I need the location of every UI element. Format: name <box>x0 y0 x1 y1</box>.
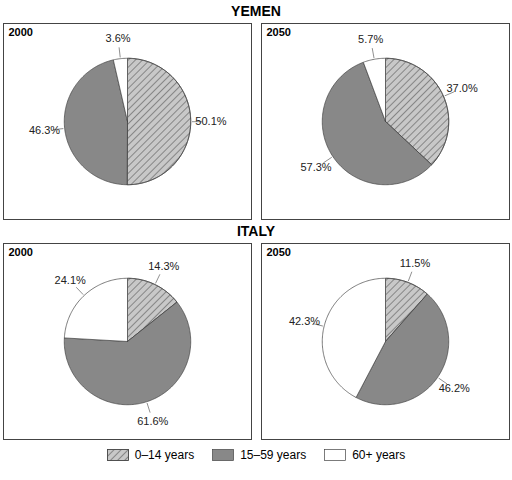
html-text:YEMEN: YEMEN <box>231 3 281 19</box>
svg-text:2000: 2000 <box>9 246 33 258</box>
html-text:60+ years: 60+ years <box>352 448 406 462</box>
svg-text:46.2%: 46.2% <box>439 382 470 394</box>
svg-text:2050: 2050 <box>267 26 291 38</box>
svg-text:5.7%: 5.7% <box>358 33 383 45</box>
svg-text:2000: 2000 <box>9 26 33 38</box>
svg-text:11.5%: 11.5% <box>400 257 431 269</box>
svg-text:2050: 2050 <box>267 246 291 258</box>
svg-text:57.3%: 57.3% <box>300 161 331 173</box>
html-text:ITALY: ITALY <box>236 223 276 239</box>
html-text:0–14 years: 0–14 years <box>134 448 195 462</box>
svg-text:37.0%: 37.0% <box>446 82 477 94</box>
svg-text:3.6%: 3.6% <box>106 32 131 44</box>
html-text:15–59 years: 15–59 years <box>240 448 307 462</box>
svg-text:14.3%: 14.3% <box>148 260 179 272</box>
svg-text:24.1%: 24.1% <box>55 274 86 286</box>
svg-text:61.6%: 61.6% <box>137 415 168 427</box>
svg-text:50.1%: 50.1% <box>195 115 226 127</box>
svg-text:42.3%: 42.3% <box>289 315 320 327</box>
svg-text:46.3%: 46.3% <box>29 124 60 136</box>
